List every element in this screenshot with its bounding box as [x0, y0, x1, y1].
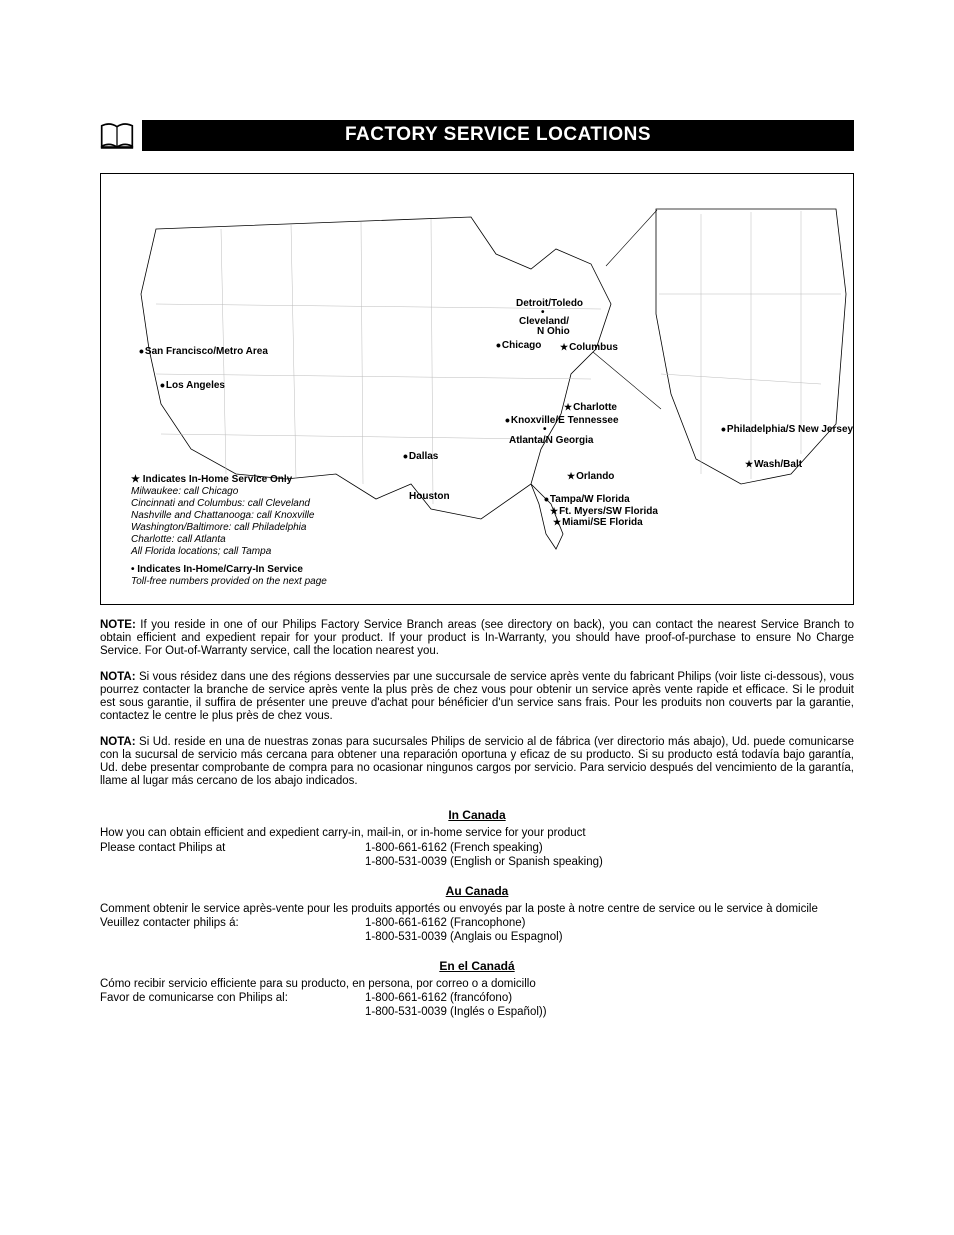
legend-line: • Indicates In-Home/Carry-In Service — [131, 564, 327, 576]
note-lead: NOTE: — [100, 619, 136, 631]
map-label: Knoxville/E Tennessee — [505, 415, 619, 426]
note-body: Si Ud. reside en una de nuestras zonas p… — [100, 736, 854, 788]
canada-block-es: Cómo recibir servicio efficiente para su… — [100, 977, 854, 1020]
canada-intro: Comment obtenir le service après-vente p… — [100, 902, 854, 916]
canada-heading-en: In Canada — [100, 808, 854, 822]
legend-line: Charlotte: call Atlanta — [131, 534, 327, 546]
canada-contact: Please contact Philips at — [100, 841, 365, 870]
canada-heading-fr: Au Canada — [100, 884, 854, 898]
canada-phone: 1-800-531-0039 (English or Spanish speak… — [365, 855, 854, 869]
legend-line: All Florida locations; call Tampa — [131, 546, 327, 558]
canada-contact: Favor de comunicarse con Philips al: — [100, 991, 365, 1020]
map-label: Dallas — [403, 451, 438, 462]
map-container: Detroit/Toledo • Cleveland/ N Ohio Chica… — [100, 173, 854, 605]
canada-phone: 1-800-531-0039 (Inglés o Español)) — [365, 1005, 854, 1019]
canada-phone: 1-800-531-0039 (Anglais ou Espagnol) — [365, 930, 854, 944]
legend-line: Nashville and Chattanooga: call Knoxvill… — [131, 510, 327, 522]
canada-block-fr: Comment obtenir le service après-vente p… — [100, 902, 854, 945]
header-row: FACTORY SERVICE LOCATIONS — [100, 120, 854, 151]
map-label: Orlando — [567, 471, 614, 482]
map-label: Detroit/Toledo — [516, 298, 583, 309]
map-label: Philadelphia/S New Jersey — [721, 424, 853, 435]
map-label: Miami/SE Florida — [553, 517, 643, 528]
canada-phone: 1-800-661-6162 (francófono) — [365, 991, 854, 1005]
map-label: Ft. Myers/SW Florida — [550, 506, 658, 517]
map-label: Tampa/W Florida — [544, 494, 630, 505]
canada-heading-es: En el Canadá — [100, 959, 854, 973]
legend-line: Milwaukee: call Chicago — [131, 486, 327, 498]
map-label: N Ohio — [537, 326, 570, 337]
map-label: Charlotte — [564, 402, 617, 413]
legend-line: Washington/Baltimore: call Philadelphia — [131, 522, 327, 534]
map-label: Los Angeles — [160, 380, 225, 391]
map-label: San Francisco/Metro Area — [139, 346, 268, 357]
note-lead: NOTA: — [100, 671, 136, 683]
note-es: NOTA: Si Ud. reside en una de nuestras z… — [100, 736, 854, 789]
canada-phone: 1-800-661-6162 (French speaking) — [365, 841, 854, 855]
notes-section: NOTE: If you reside in one of our Philip… — [100, 619, 854, 788]
canada-block-en: How you can obtain efficient and expedie… — [100, 826, 854, 869]
book-icon — [100, 122, 134, 150]
canada-section: In Canada How you can obtain efficient a… — [100, 808, 854, 1019]
note-en: NOTE: If you reside in one of our Philip… — [100, 619, 854, 659]
map-label: • — [543, 424, 547, 435]
map-label: Columbus — [560, 342, 618, 353]
note-body: Si vous résidez dans une des régions des… — [100, 671, 854, 723]
note-fr: NOTA: Si vous résidez dans une des régio… — [100, 671, 854, 724]
legend-line: Cincinnati and Columbus: call Cleveland — [131, 498, 327, 510]
map-label: Chicago — [496, 340, 541, 351]
canada-contact: Veuillez contacter philips á: — [100, 916, 365, 945]
map-legend: ★ Indicates In-Home Service Only Milwauk… — [131, 474, 327, 588]
canada-phone: 1-800-661-6162 (Francophone) — [365, 916, 854, 930]
legend-line: Toll-free numbers provided on the next p… — [131, 576, 327, 588]
map-label: Houston — [409, 491, 450, 502]
note-lead: NOTA: — [100, 736, 136, 748]
map-label: Wash/Balt — [745, 459, 802, 470]
page-title: FACTORY SERVICE LOCATIONS — [142, 120, 854, 151]
legend-line: ★ Indicates In-Home Service Only — [131, 474, 327, 486]
note-body: If you reside in one of our Philips Fact… — [100, 619, 854, 657]
map-label: Atlanta/N Georgia — [509, 435, 593, 446]
canada-intro: How you can obtain efficient and expedie… — [100, 826, 854, 840]
canada-intro: Cómo recibir servicio efficiente para su… — [100, 977, 854, 991]
document-page: FACTORY SERVICE LOCATIONS Detroit/Toledo… — [0, 0, 954, 1080]
